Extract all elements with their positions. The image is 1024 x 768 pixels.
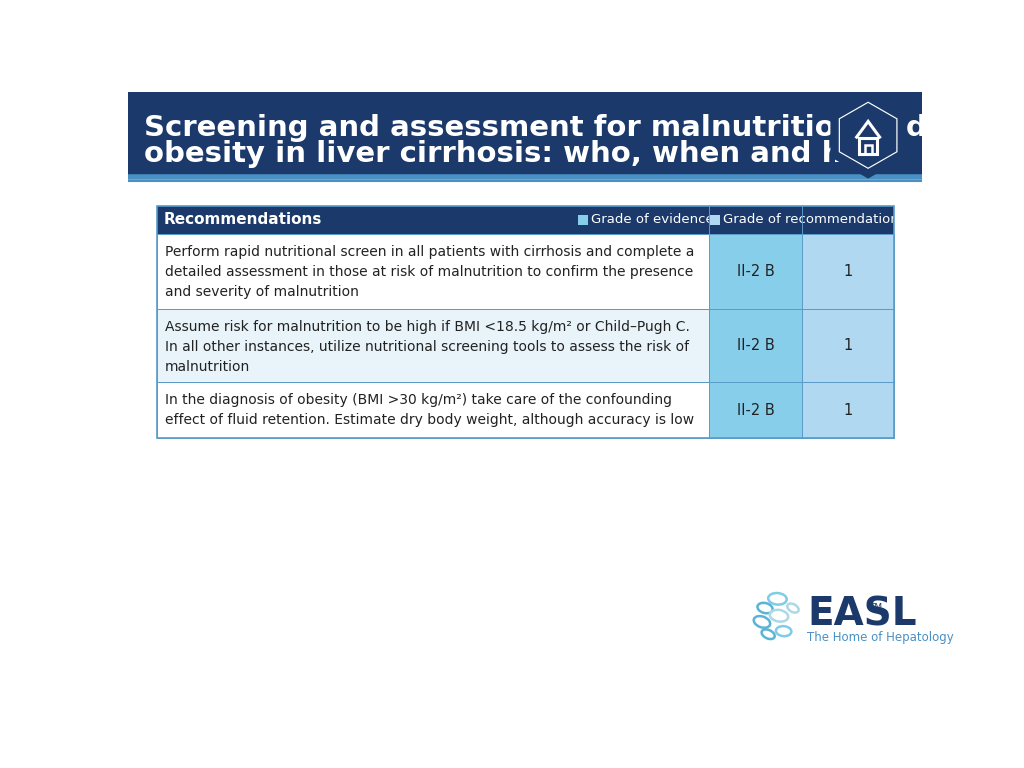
FancyBboxPatch shape (158, 233, 710, 310)
FancyBboxPatch shape (158, 206, 894, 233)
Text: In the diagnosis of obesity (BMI >30 kg/m²) take care of the confounding
effect : In the diagnosis of obesity (BMI >30 kg/… (165, 393, 694, 427)
FancyBboxPatch shape (578, 215, 589, 224)
FancyBboxPatch shape (158, 310, 710, 382)
Text: Assume risk for malnutrition to be high if BMI <18.5 kg/m² or Child–Pugh C.
In a: Assume risk for malnutrition to be high … (165, 320, 690, 374)
Text: II-2 B: II-2 B (737, 264, 774, 279)
Polygon shape (840, 103, 896, 167)
Polygon shape (835, 97, 902, 174)
Text: 1: 1 (844, 402, 853, 418)
Text: Grade of evidence: Grade of evidence (592, 214, 714, 227)
FancyBboxPatch shape (710, 310, 802, 382)
Text: II-2 B: II-2 B (737, 402, 774, 418)
Text: Recommendations: Recommendations (164, 213, 322, 227)
FancyBboxPatch shape (710, 382, 802, 438)
Text: EASL: EASL (807, 595, 916, 634)
FancyBboxPatch shape (802, 310, 894, 382)
Text: Screening and assessment for malnutrition and: Screening and assessment for malnutritio… (143, 114, 927, 142)
FancyBboxPatch shape (802, 382, 894, 438)
FancyBboxPatch shape (158, 382, 710, 438)
Text: Grade of recommendation: Grade of recommendation (723, 214, 899, 227)
Text: II-2 B: II-2 B (737, 339, 774, 353)
Text: 1: 1 (844, 339, 853, 353)
Text: obesity in liver cirrhosis: who, when and how: obesity in liver cirrhosis: who, when an… (143, 140, 889, 168)
Text: TM: TM (869, 604, 882, 612)
FancyBboxPatch shape (710, 215, 720, 224)
Text: 1: 1 (844, 264, 853, 279)
FancyBboxPatch shape (802, 233, 894, 310)
FancyBboxPatch shape (710, 233, 802, 310)
FancyBboxPatch shape (128, 92, 922, 175)
Text: Perform rapid nutritional screen in all patients with cirrhosis and complete a
d: Perform rapid nutritional screen in all … (165, 245, 694, 299)
Text: The Home of Hepatology: The Home of Hepatology (807, 631, 953, 644)
